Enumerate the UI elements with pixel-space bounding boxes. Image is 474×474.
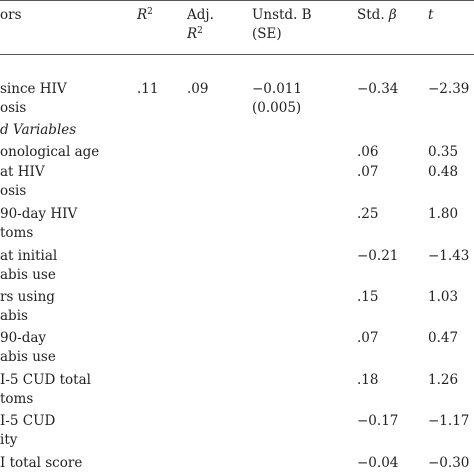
header-r2: R2: [137, 7, 153, 23]
row-label: 90-day HIV: [0, 206, 78, 222]
t-value: 0.47: [428, 330, 459, 346]
header-std-beta: Std. β: [357, 7, 397, 23]
unstd-b-value: −0.011: [252, 81, 302, 97]
se-value: (0.005): [252, 100, 302, 116]
row-label: at HIV: [0, 164, 45, 180]
row-label: since HIV: [0, 81, 67, 97]
header-unstd-line2: (SE): [252, 26, 282, 42]
row-label-cont: osis: [0, 100, 27, 116]
row-label: I-5 CUD: [0, 413, 56, 429]
adj-r2-value: .09: [187, 81, 209, 97]
std-beta-value: .07: [357, 330, 379, 346]
row-label-cont: abis use: [0, 349, 56, 365]
std-beta-value: −0.21: [357, 248, 399, 264]
t-value: 0.48: [428, 164, 459, 180]
std-beta-value: .06: [357, 144, 379, 160]
header-unstd-line1: Unstd. B: [252, 7, 312, 23]
std-beta-value: −0.34: [357, 81, 399, 97]
std-beta-value: .15: [357, 289, 379, 305]
header-adj-line2: R2: [187, 26, 203, 42]
section-label-excluded-variables: d Variables: [0, 122, 77, 138]
std-beta-value: .18: [357, 372, 379, 388]
header-bottom-rule: [0, 54, 474, 55]
t-value: −1.17: [428, 413, 470, 429]
std-beta-value: .07: [357, 164, 379, 180]
r2-value: .11: [137, 81, 159, 97]
header-adj-line1: Adj.: [187, 7, 214, 23]
t-value: 0.35: [428, 144, 459, 160]
t-value: −0.30: [428, 455, 470, 471]
row-label: rs using: [0, 289, 55, 305]
row-label: I total score: [0, 455, 83, 471]
std-beta-value: −0.04: [357, 455, 399, 471]
row-label-cont: abis: [0, 308, 28, 324]
t-value: 1.26: [428, 372, 459, 388]
row-label-cont: abis use: [0, 267, 56, 283]
t-value: −1.43: [428, 248, 470, 264]
header-top-rule: [0, 0, 474, 1]
row-label: at initial: [0, 248, 58, 264]
row-label: I-5 CUD total: [0, 372, 91, 388]
t-value: 1.80: [428, 206, 459, 222]
row-label-cont: ity: [0, 432, 18, 448]
row-label-cont: osis: [0, 183, 27, 199]
std-beta-value: .25: [357, 206, 379, 222]
row-label: 90-day: [0, 330, 47, 346]
row-label: onological age: [0, 144, 100, 160]
t-value: −2.39: [428, 81, 470, 97]
t-value: 1.03: [428, 289, 459, 305]
row-label-cont: toms: [0, 225, 34, 241]
header-t: t: [428, 7, 434, 23]
row-label-cont: toms: [0, 391, 34, 407]
header-predictors: ors: [0, 7, 22, 23]
std-beta-value: −0.17: [357, 413, 399, 429]
